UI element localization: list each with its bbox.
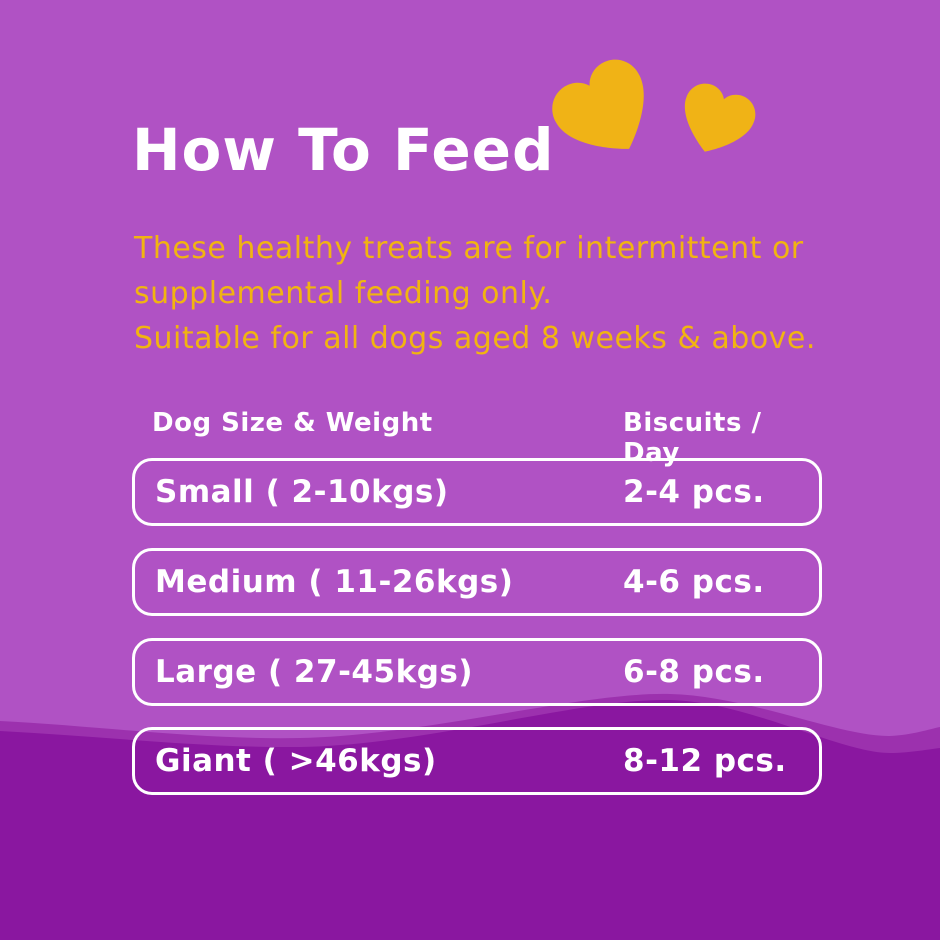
table-row-large: Large ( 27-45kgs) 6-8 pcs. (132, 638, 822, 706)
intro-line-3: Suitable for all dogs aged 8 weeks & abo… (134, 321, 816, 356)
heart-icon-large (552, 59, 644, 149)
table-row-small: Small ( 2-10kgs) 2-4 pcs. (132, 458, 822, 526)
table-header: Dog Size & Weight Biscuits / Day (132, 408, 822, 468)
row-amount-value: 8-12 pcs. (623, 743, 787, 779)
table-row-giant: Giant ( >46kgs) 8-12 pcs. (132, 727, 822, 795)
heart-shape (552, 59, 644, 149)
row-amount-value: 4-6 pcs. (623, 564, 765, 600)
row-size-label: Giant ( >46kgs) (155, 743, 437, 779)
intro-line-2: supplemental feeding only. (134, 276, 553, 311)
intro-text: These healthy treats are for intermitten… (134, 226, 894, 361)
page-title: How To Feed (132, 116, 555, 184)
column-header-biscuits-per-day: Biscuits / Day (623, 408, 762, 468)
intro-line-1: These healthy treats are for intermitten… (134, 231, 804, 266)
row-amount-value: 2-4 pcs. (623, 474, 765, 510)
column-header-dog-size: Dog Size & Weight (152, 408, 433, 438)
row-size-label: Small ( 2-10kgs) (155, 474, 449, 510)
row-size-label: Medium ( 11-26kgs) (155, 564, 514, 600)
table-row-medium: Medium ( 11-26kgs) 4-6 pcs. (132, 548, 822, 616)
wave-dark-layer (0, 699, 940, 940)
row-amount-value: 6-8 pcs. (623, 654, 765, 690)
row-size-label: Large ( 27-45kgs) (155, 654, 474, 690)
heart-shape (684, 83, 756, 152)
heart-icon-small (684, 83, 756, 152)
